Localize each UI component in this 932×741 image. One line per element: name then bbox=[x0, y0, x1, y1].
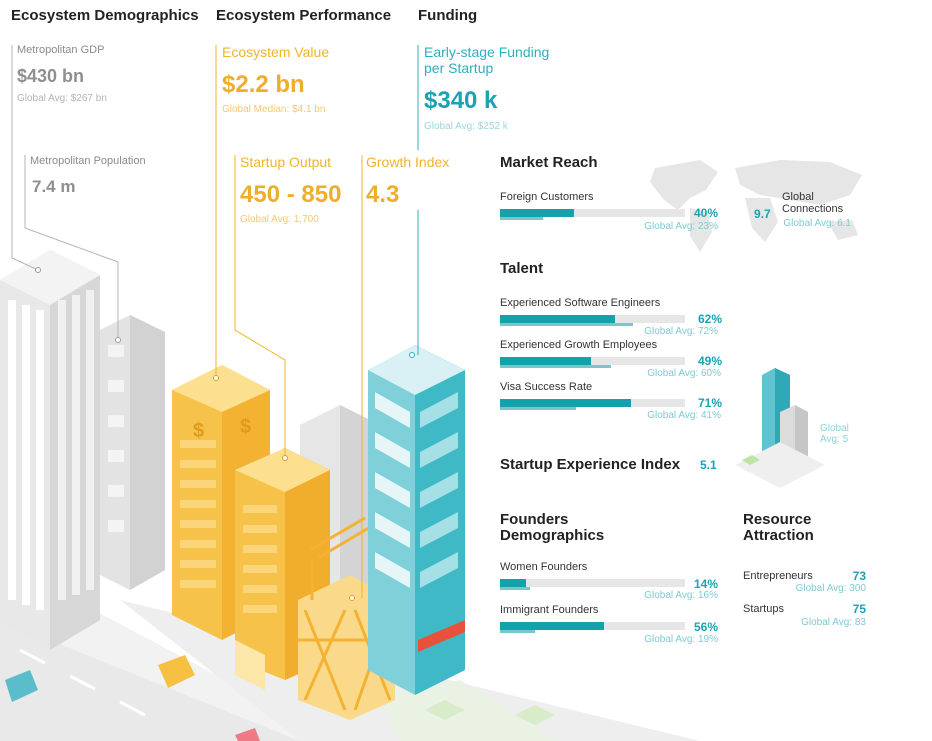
ecosystem-value-global-median: Global Median: $4.1 bn bbox=[222, 104, 326, 115]
funding-value: $340 k bbox=[424, 87, 498, 114]
resource-row-global-avg: Global Avg: 300 bbox=[795, 583, 866, 594]
founders-row-global-avg: Global Avg: 16% bbox=[644, 590, 718, 601]
founders-row-bar-avg bbox=[500, 630, 536, 633]
talent-row-bar bbox=[500, 315, 685, 326]
founders-row-bar-avg bbox=[500, 587, 530, 590]
talent-row-bar-fill bbox=[500, 399, 632, 407]
founders-row-pct: 56% bbox=[693, 620, 718, 634]
talent-row-bar-avg bbox=[500, 323, 634, 326]
gdp-global-avg: Global Avg: $267 bn bbox=[17, 93, 107, 104]
talent-row-bar-avg bbox=[500, 407, 576, 410]
header-ecosystem-demographics: Ecosystem Demographics bbox=[11, 7, 199, 24]
resource-row-value: 73 bbox=[852, 569, 866, 583]
resource-row-global-avg: Global Avg: 83 bbox=[801, 617, 866, 628]
talent-row-label: Experienced Growth Employees bbox=[500, 339, 658, 351]
foreign-customers-label: Foreign Customers bbox=[500, 191, 594, 203]
population-label: Metropolitan Population bbox=[30, 155, 146, 167]
founders-row-bar bbox=[500, 622, 685, 633]
talent-title: Talent bbox=[500, 260, 544, 277]
global-connections-label-line2: Connections bbox=[782, 203, 844, 215]
foreign-customers-bar-fill bbox=[500, 209, 574, 217]
funding-label-line1: Early-stage Funding bbox=[424, 44, 550, 60]
ecosystem-value: $2.2 bn bbox=[222, 71, 305, 98]
startup-output-label: Startup Output bbox=[240, 154, 332, 170]
resource-title-line1: Resource bbox=[743, 511, 812, 528]
talent-row-bar-fill bbox=[500, 357, 591, 365]
startup-output-value: 450 - 850 bbox=[240, 181, 342, 208]
founders-row-label: Women Founders bbox=[500, 561, 588, 573]
market-reach-title: Market Reach bbox=[500, 154, 598, 171]
startup-output-global-avg: Global Avg: 1,700 bbox=[240, 214, 319, 225]
founders-row-bar bbox=[500, 579, 685, 590]
growth-index-value: 4.3 bbox=[366, 181, 400, 208]
founders-row-bar-fill bbox=[500, 622, 604, 630]
population-value: 7.4 m bbox=[32, 177, 76, 196]
global-connections-avg: Global Avg: 6.1 bbox=[783, 218, 851, 229]
founders-row-pct: 14% bbox=[693, 577, 718, 591]
gdp-value: $430 bn bbox=[17, 66, 85, 86]
header-funding: Funding bbox=[418, 7, 478, 24]
talent-row-global-avg: Global Avg: 41% bbox=[647, 410, 721, 421]
talent-row-bar-avg bbox=[500, 365, 611, 368]
founders-row-global-avg: Global Avg: 19% bbox=[644, 634, 718, 645]
founders-row-label: Immigrant Founders bbox=[500, 604, 599, 616]
funding-global-avg: Global Avg: $252 k bbox=[424, 121, 508, 132]
foreign-customers-bar-avg bbox=[500, 217, 543, 220]
funding-label-line2: per Startup bbox=[424, 60, 494, 76]
foreign-customers-global-avg: Global Avg: 23% bbox=[644, 221, 718, 232]
global-connections-label: Global Connections bbox=[782, 191, 843, 215]
foreign-customers-bar bbox=[500, 209, 685, 220]
resource-row-label: Entrepreneurs bbox=[743, 570, 813, 582]
resource-row-value: 75 bbox=[852, 602, 866, 616]
header-ecosystem-performance: Ecosystem Performance bbox=[216, 7, 392, 24]
svg-text:$: $ bbox=[240, 416, 251, 438]
startup-experience-value: 5.1 bbox=[700, 458, 717, 472]
funding-label: Early-stage Funding per Startup bbox=[424, 44, 549, 76]
talent-row-pct: 49% bbox=[697, 354, 722, 368]
founders-title-line1: Founders bbox=[500, 511, 569, 528]
svg-text:$: $ bbox=[193, 420, 204, 442]
foreign-customers-pct: 40% bbox=[693, 206, 718, 220]
talent-row-label: Visa Success Rate bbox=[500, 381, 593, 393]
global-connections-value: 9.7 bbox=[754, 207, 771, 221]
talent-row-global-avg: Global Avg: 72% bbox=[644, 326, 718, 337]
resource-title-line2: Attraction bbox=[743, 527, 814, 544]
gdp-label: Metropolitan GDP bbox=[17, 44, 105, 56]
founders-title-line2: Demographics bbox=[500, 527, 605, 544]
founders-demographics-title: Founders Demographics bbox=[500, 512, 604, 544]
startup-experience-title: Startup Experience Index bbox=[500, 456, 681, 473]
startup-experience-global-avg: Global Avg: 5 bbox=[820, 423, 849, 445]
talent-row-bar bbox=[500, 399, 685, 410]
talent-row-pct: 71% bbox=[697, 396, 722, 410]
talent-row-bar bbox=[500, 357, 685, 368]
startup-experience-avg-line2: Avg: 5 bbox=[820, 434, 849, 445]
talent-row-pct: 62% bbox=[697, 312, 722, 326]
startup-experience-avg-line1: Global bbox=[820, 423, 849, 434]
growth-index-label: Growth Index bbox=[366, 154, 450, 170]
talent-row-label: Experienced Software Engineers bbox=[500, 297, 661, 309]
resource-attraction-title: Resource Attraction bbox=[743, 512, 814, 544]
talent-row-global-avg: Global Avg: 60% bbox=[647, 368, 721, 379]
talent-row-bar-fill bbox=[500, 315, 615, 323]
founders-row-bar-fill bbox=[500, 579, 526, 587]
ecosystem-value-label: Ecosystem Value bbox=[222, 44, 330, 60]
global-connections-label-line1: Global bbox=[782, 191, 814, 203]
resource-row-label: Startups bbox=[743, 603, 784, 615]
